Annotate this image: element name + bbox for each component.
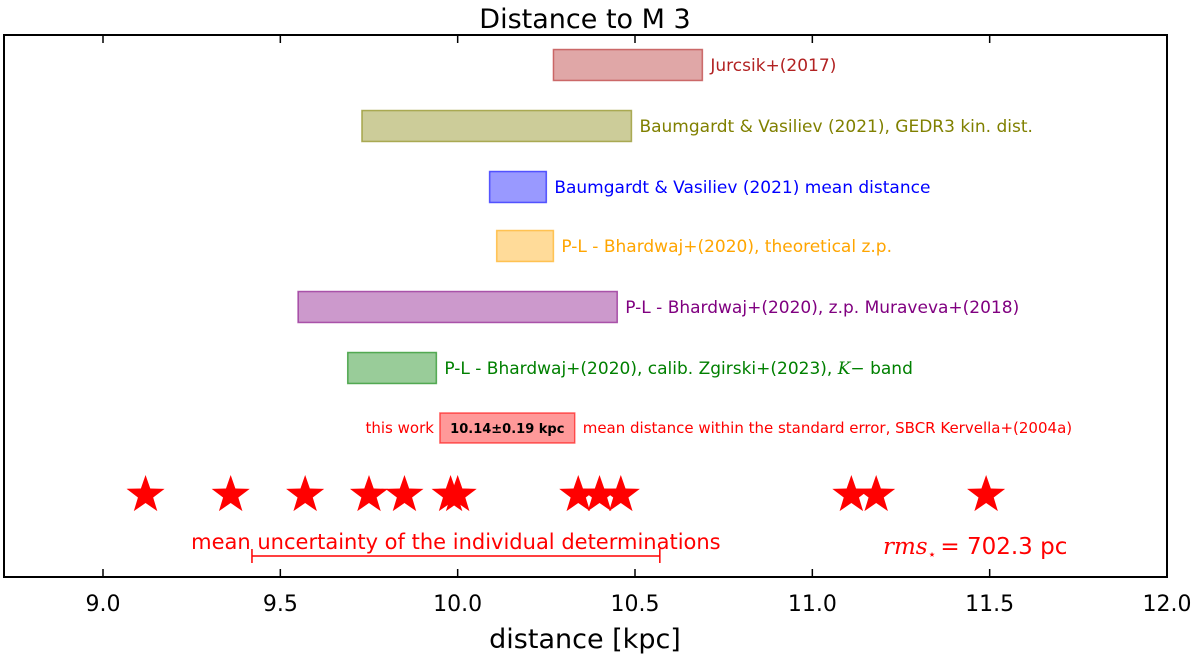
individual-distance-star	[967, 475, 1006, 512]
plot-frame	[3, 34, 1168, 578]
rms-value: = 702.3 pc	[940, 534, 1067, 560]
this-work-label: this work	[365, 419, 434, 437]
x-axis-ticks: 9.0 9.5 10.0 10.5 11.0 11.5 12.0	[86, 35, 1192, 617]
this-work-value: 10.14±0.19 kpc	[450, 422, 564, 437]
individual-distance-star	[211, 475, 250, 512]
x-axis-label: distance [kpc]	[489, 624, 681, 655]
individual-distance-star	[857, 475, 896, 512]
range-label-suffix: band	[865, 359, 913, 379]
x-tick-label: 9.5	[263, 592, 298, 617]
range-bar	[346, 351, 438, 385]
uncertainty-label: mean uncertainty of the individual deter…	[191, 530, 720, 554]
range-label: Baumgardt & Vasiliev (2021) mean distanc…	[554, 178, 930, 198]
individual-distance-star	[580, 475, 619, 512]
range-label-prefix: P-L - Bhardwaj+(2020), calib. Zgirski+(2…	[444, 359, 837, 379]
range-label: Baumgardt & Vasiliev (2021), GEDR3 kin. …	[639, 117, 1032, 137]
individual-distance-star	[349, 475, 389, 512]
range-bar	[495, 229, 555, 263]
chart-title: Distance to M 3	[479, 4, 690, 35]
individual-distance-star	[832, 475, 871, 512]
range-label: P-L - Bhardwaj+(2020), calib. Zgirski+(2…	[444, 359, 913, 379]
range-bar	[488, 170, 548, 204]
individual-distance-star	[286, 475, 325, 512]
rms-subscript: ⋆	[928, 547, 937, 563]
x-tick-label: 11.5	[965, 592, 1014, 617]
individual-distance-star	[385, 475, 424, 512]
this-work-bar	[439, 412, 576, 444]
x-tick-label: 10.0	[433, 592, 482, 617]
rms-annotation: rms⋆ = 702.3 pc	[883, 534, 1067, 563]
range-bar	[552, 48, 704, 82]
rms-symbol: rms	[883, 534, 928, 560]
x-tick-label: 9.0	[86, 592, 121, 617]
range-label: P-L - Bhardwaj+(2020), z.p. Muraveva+(20…	[625, 298, 1019, 318]
this-work-description: mean distance within the standard error,…	[583, 419, 1072, 437]
range-label: P-L - Bhardwaj+(2020), theoretical z.p.	[561, 237, 892, 257]
plot-area: Jurcsik+(2017) Baumgardt & Vasiliev (2021…	[126, 48, 1072, 563]
range-label-math: K−	[837, 359, 865, 379]
individual-distance-star	[601, 475, 640, 512]
individual-distance-star	[126, 475, 165, 512]
x-tick-label: 12.0	[1143, 592, 1192, 617]
individual-distance-star	[559, 475, 598, 512]
range-label: Jurcsik+(2017)	[709, 56, 836, 76]
x-tick-label: 11.0	[788, 592, 837, 617]
range-bar	[361, 109, 633, 143]
x-tick-label: 10.5	[611, 592, 660, 617]
range-bar	[297, 290, 619, 324]
individual-distance-star	[438, 475, 477, 512]
